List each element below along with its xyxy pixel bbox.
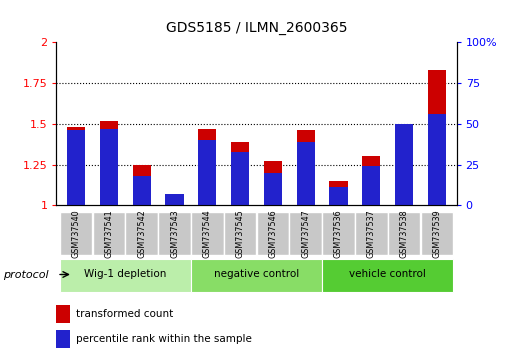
Text: Wig-1 depletion: Wig-1 depletion	[84, 269, 167, 280]
Bar	[67, 130, 85, 205]
Bar	[264, 173, 282, 205]
Bar	[289, 212, 322, 255]
Text: GSM737546: GSM737546	[268, 209, 278, 258]
Bar	[329, 187, 347, 205]
Text: vehicle control: vehicle control	[349, 269, 426, 280]
Bar	[428, 70, 446, 205]
Bar	[158, 212, 191, 255]
Bar	[133, 165, 151, 205]
Bar	[421, 212, 453, 255]
Bar	[166, 194, 184, 205]
Text: GSM737537: GSM737537	[367, 209, 376, 258]
Bar	[60, 258, 191, 292]
Bar	[231, 152, 249, 205]
Bar	[191, 212, 224, 255]
Bar	[60, 212, 92, 255]
Bar	[362, 166, 380, 205]
Bar	[297, 130, 314, 205]
Text: GSM737545: GSM737545	[235, 209, 245, 258]
Bar	[428, 114, 446, 205]
Text: GSM737547: GSM737547	[301, 209, 310, 258]
Text: GSM737543: GSM737543	[170, 209, 179, 258]
Bar	[231, 142, 249, 205]
Bar	[322, 212, 355, 255]
Bar	[56, 305, 70, 323]
Bar	[264, 161, 282, 205]
Text: GSM737540: GSM737540	[72, 209, 81, 258]
Bar	[67, 127, 85, 205]
Text: protocol: protocol	[3, 270, 48, 280]
Bar	[362, 156, 380, 205]
Bar	[100, 121, 118, 205]
Bar	[329, 181, 347, 205]
Bar	[395, 124, 413, 205]
Bar	[56, 330, 70, 348]
Bar	[297, 142, 314, 205]
Bar	[224, 212, 256, 255]
Text: GSM737541: GSM737541	[105, 209, 113, 258]
Bar	[256, 212, 289, 255]
Bar	[166, 194, 184, 205]
Text: transformed count: transformed count	[76, 309, 174, 319]
Bar	[355, 212, 388, 255]
Text: GDS5185 / ILMN_2600365: GDS5185 / ILMN_2600365	[166, 21, 347, 35]
Bar	[395, 124, 413, 205]
Bar	[191, 258, 322, 292]
Bar	[199, 129, 216, 205]
Bar	[125, 212, 158, 255]
Bar	[133, 176, 151, 205]
Text: GSM737544: GSM737544	[203, 209, 212, 258]
Bar	[322, 258, 453, 292]
Text: percentile rank within the sample: percentile rank within the sample	[76, 334, 252, 344]
Text: GSM737536: GSM737536	[334, 209, 343, 258]
Text: GSM737542: GSM737542	[137, 209, 146, 258]
Bar	[100, 129, 118, 205]
Text: GSM737538: GSM737538	[400, 209, 408, 258]
Bar	[388, 212, 421, 255]
Bar	[92, 212, 125, 255]
Text: negative control: negative control	[214, 269, 299, 280]
Bar	[199, 140, 216, 205]
Text: GSM737539: GSM737539	[432, 209, 441, 258]
